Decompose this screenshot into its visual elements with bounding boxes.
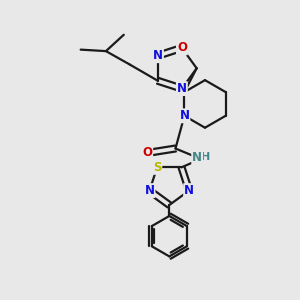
Text: N: N [192,151,202,164]
Text: N: N [184,184,194,197]
Text: N: N [177,82,187,95]
Text: O: O [177,41,187,54]
Text: N: N [179,109,189,122]
Text: N: N [153,49,163,62]
Text: S: S [153,161,161,174]
Text: H: H [201,152,210,162]
Text: N: N [145,184,154,197]
Text: O: O [142,146,152,160]
